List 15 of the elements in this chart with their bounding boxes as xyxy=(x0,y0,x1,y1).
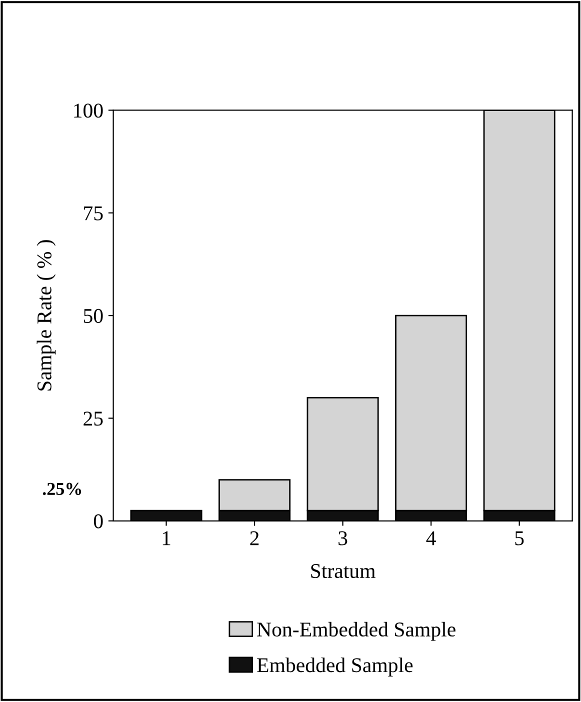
x-tick-label: 2 xyxy=(250,531,259,546)
y-tick-label: 75 xyxy=(84,206,103,220)
x-tick-label: 4 xyxy=(426,531,436,546)
legend-label: Non-Embedded Sample xyxy=(257,622,456,641)
x-axis-title: Stratum xyxy=(311,564,376,578)
y-tick-label: 25 xyxy=(84,412,103,426)
y-tick-label: 50 xyxy=(84,308,103,323)
x-tick-label: 1 xyxy=(162,531,170,546)
x-tick-label: 5 xyxy=(515,531,524,546)
x-tick-label: 3 xyxy=(338,531,348,546)
y-tick-label: 100 xyxy=(74,104,103,118)
y-tick-label: 0 xyxy=(94,514,103,528)
text: .25% xyxy=(42,482,82,496)
y-axis-title: Sample Rate ( % ) xyxy=(36,240,56,391)
legend-label: Embedded Sample xyxy=(257,658,413,676)
